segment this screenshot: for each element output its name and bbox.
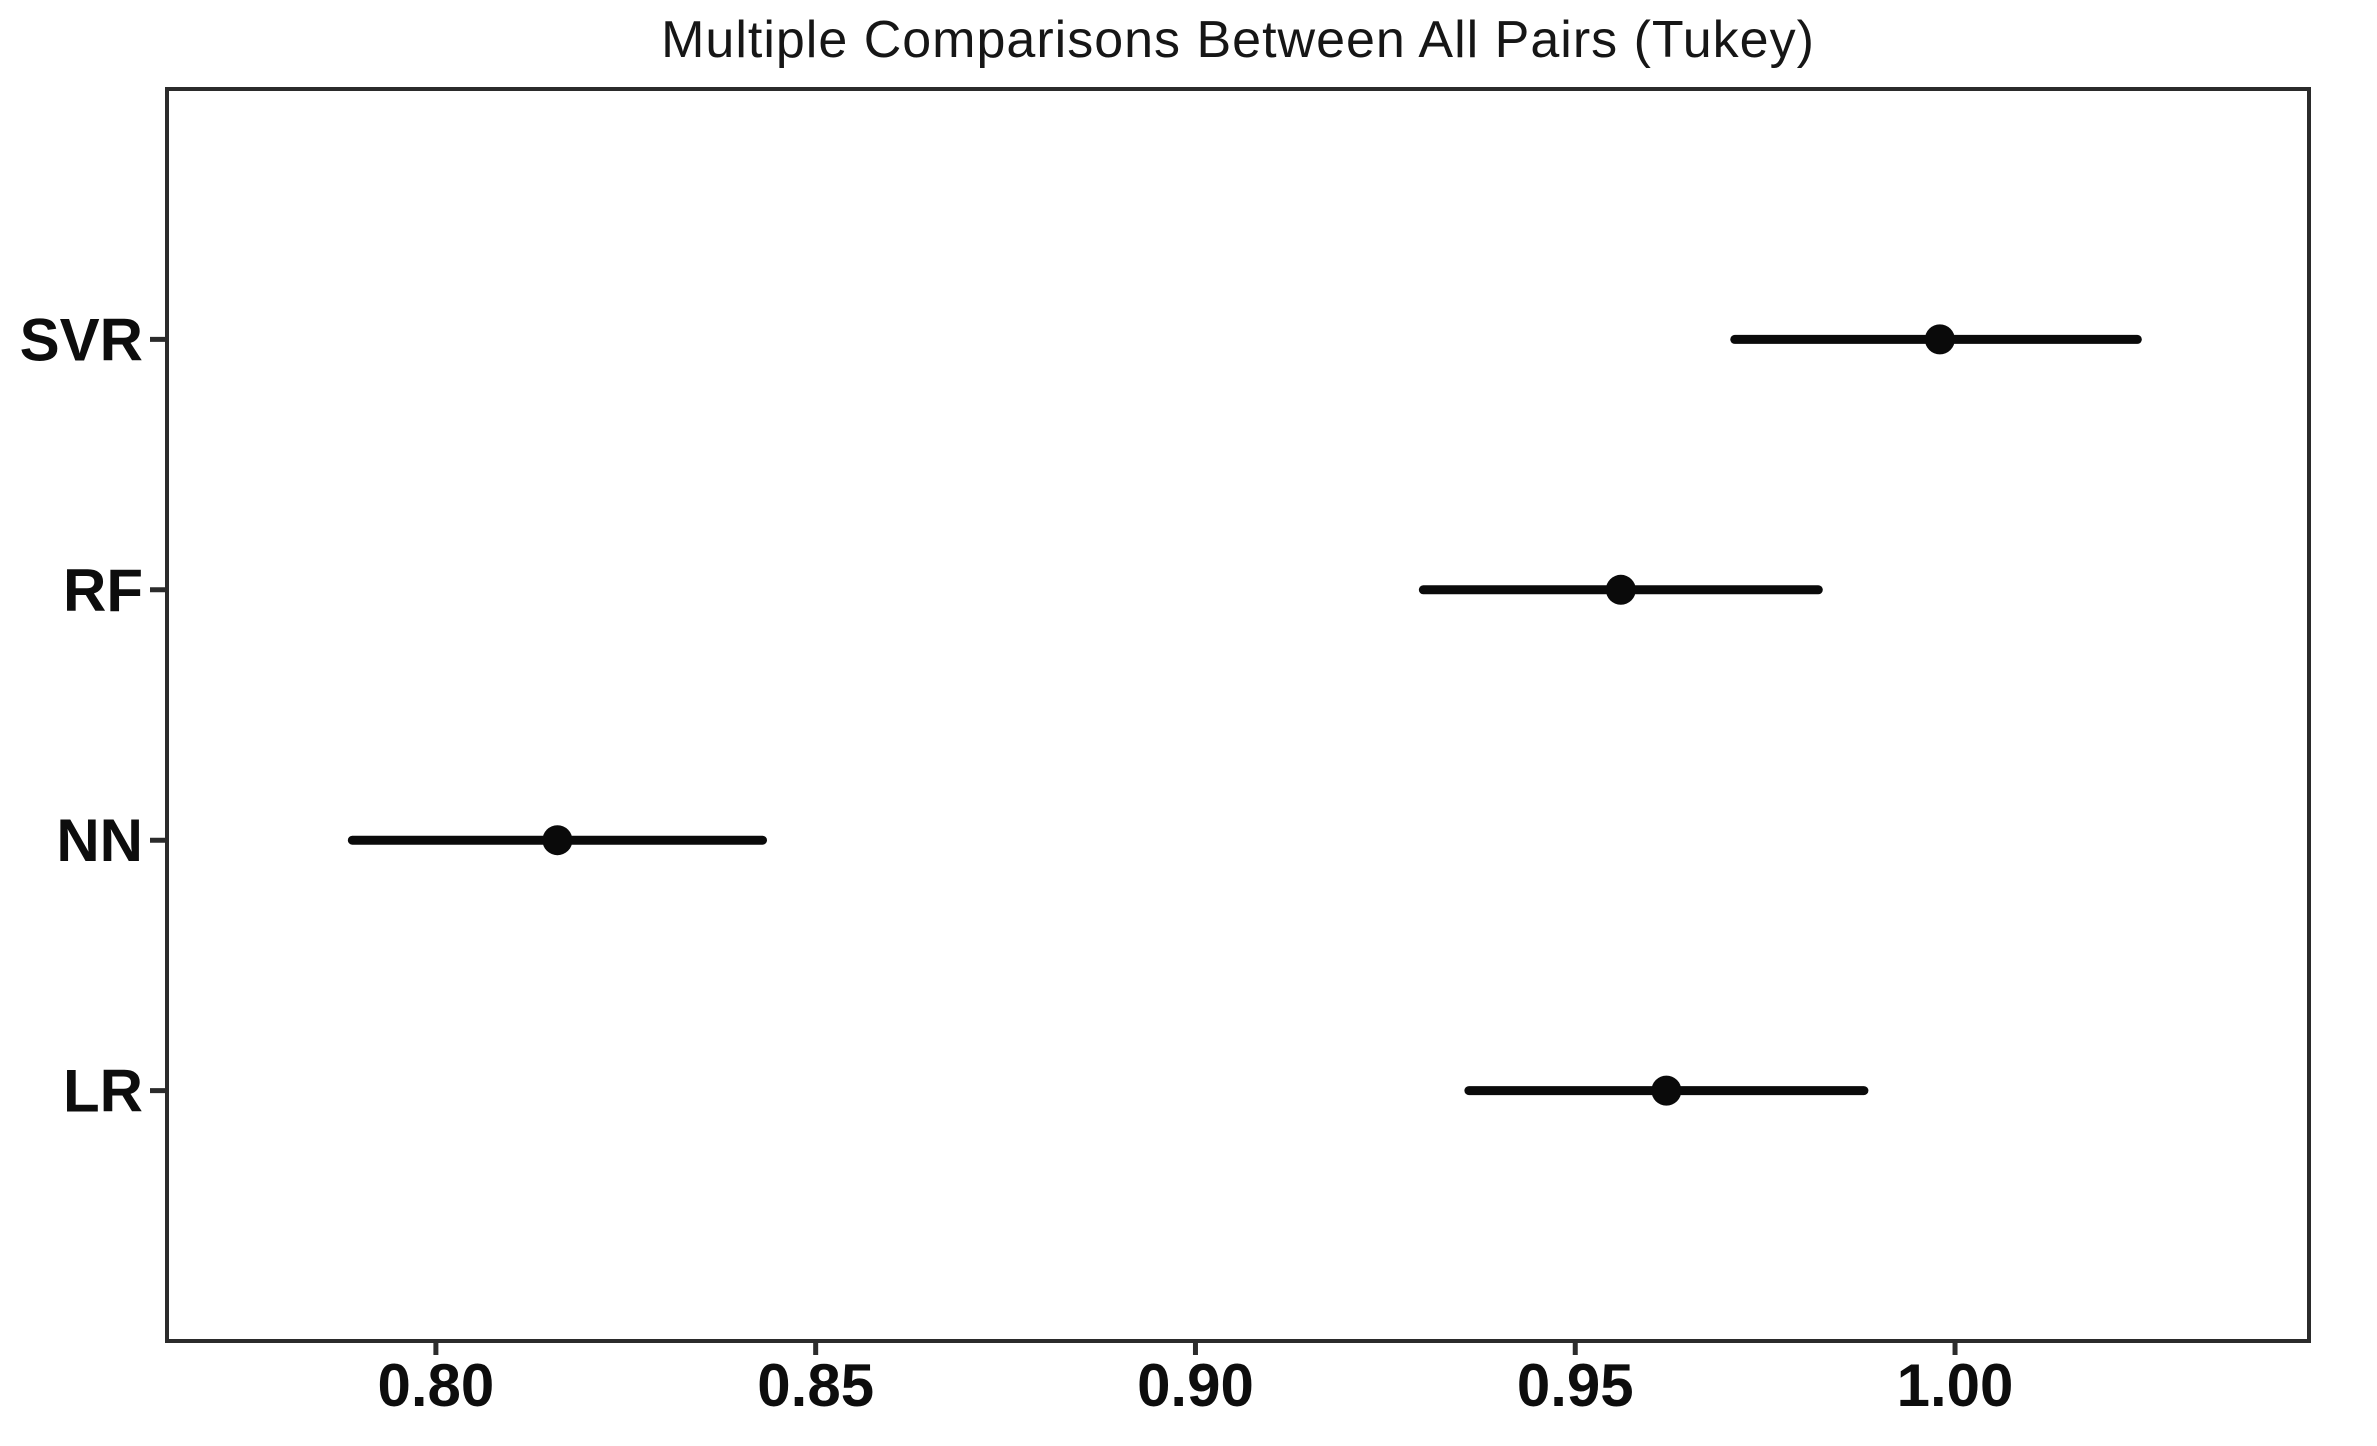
- mean-marker-svr: [1924, 324, 1955, 355]
- x-tick-label: 0.80: [377, 1352, 494, 1419]
- y-tick-label-svr: SVR: [20, 306, 143, 373]
- plot-frame: [165, 87, 2311, 1343]
- mean-marker-lr: [1651, 1075, 1682, 1106]
- mean-marker-rf: [1605, 574, 1636, 605]
- y-tick-label-nn: NN: [56, 807, 143, 874]
- chart-title: Multiple Comparisons Between All Pairs (…: [661, 11, 1815, 69]
- y-tick-label-rf: RF: [63, 557, 143, 624]
- x-tick-label: 1.00: [1897, 1352, 2014, 1419]
- x-tick-label: 0.90: [1137, 1352, 1254, 1419]
- x-tick-label: 0.95: [1517, 1352, 1634, 1419]
- mean-marker-nn: [542, 825, 573, 856]
- y-tick-label-lr: LR: [63, 1058, 143, 1125]
- x-tick-label: 0.85: [757, 1352, 874, 1419]
